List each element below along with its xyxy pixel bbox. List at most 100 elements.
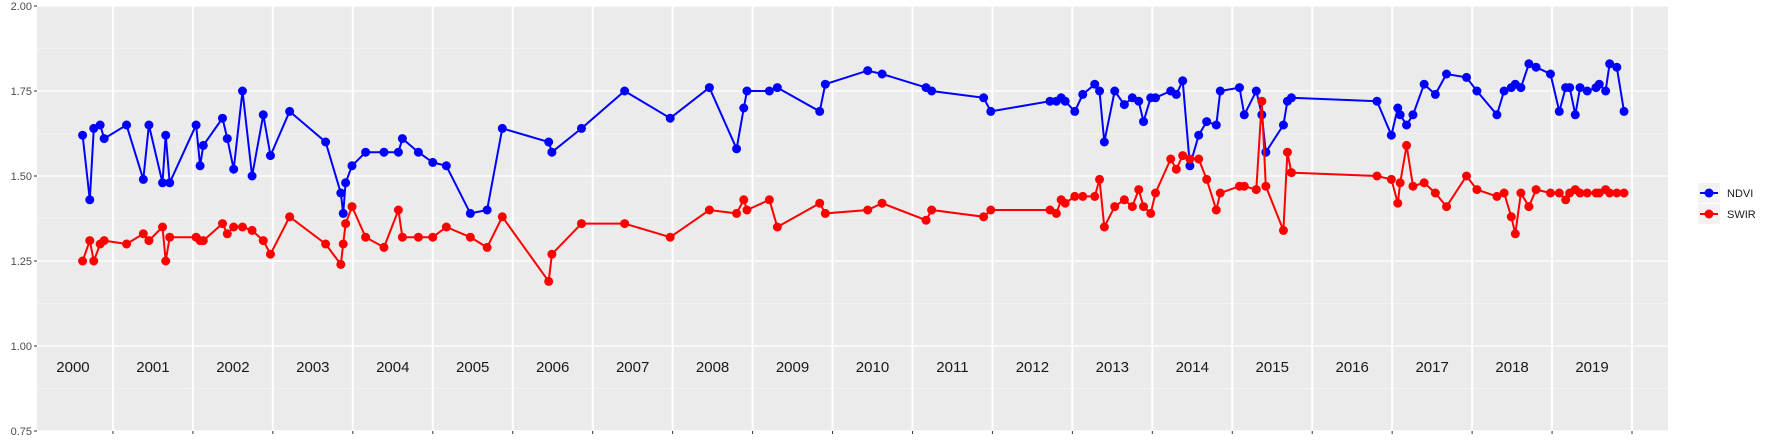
ndvi-point: [1215, 86, 1225, 96]
swir-point: [1499, 188, 1509, 198]
ndvi-point: [1134, 96, 1144, 106]
swir-point: [1185, 154, 1195, 164]
swir-point: [1506, 212, 1516, 222]
swir-point: [397, 232, 407, 242]
swir-point: [739, 195, 749, 205]
ndvi-point: [986, 106, 996, 116]
swir-point: [1151, 188, 1161, 198]
swir-point: [1166, 154, 1176, 164]
ndvi-point: [1185, 161, 1195, 171]
swir-point: [1402, 140, 1412, 150]
ndvi-point: [1095, 86, 1105, 96]
swir-point: [165, 232, 175, 242]
swir-point: [820, 208, 830, 218]
swir-point: [1612, 188, 1622, 198]
y-tick-label: 2.00: [11, 1, 32, 13]
ndvi-point: [1430, 89, 1440, 99]
year-label: 2006: [536, 359, 569, 376]
year-label: 2005: [456, 359, 489, 376]
swir-point: [428, 232, 438, 242]
ndvi-point: [739, 103, 749, 113]
swir-point: [1472, 185, 1482, 195]
swir-point: [1099, 222, 1109, 232]
ndvi-point: [465, 208, 475, 218]
swir-point: [347, 202, 357, 212]
swir-point: [1211, 205, 1221, 215]
ndvi-point: [1408, 110, 1418, 120]
swir-point: [1257, 96, 1267, 106]
year-label: 2009: [776, 359, 809, 376]
swir-point: [1215, 188, 1225, 198]
swir-point: [1070, 191, 1080, 201]
ndvi-point: [1234, 83, 1244, 93]
ndvi-point: [393, 147, 403, 157]
ndvi-point: [441, 161, 451, 171]
ndvi-point: [1419, 79, 1429, 89]
ndvi-point: [704, 83, 714, 93]
swir-point: [1095, 174, 1105, 184]
ndvi-point: [247, 171, 257, 181]
swir-point: [217, 219, 227, 229]
year-label: 2000: [56, 359, 89, 376]
ndvi-point: [341, 178, 351, 188]
legend-label-swir: SWIR: [1727, 209, 1756, 221]
swir-point: [1545, 188, 1555, 198]
swir-point: [85, 236, 95, 246]
ndvi-point: [1524, 59, 1534, 69]
year-label: 2017: [1415, 359, 1448, 376]
y-tick-label: 1.25: [11, 256, 32, 268]
swir-point: [1261, 181, 1271, 191]
ndvi-point: [1531, 62, 1541, 72]
swir-point: [161, 256, 171, 266]
swir-point: [336, 259, 346, 269]
swir-point: [1239, 181, 1249, 191]
ndvi-point: [1139, 117, 1149, 127]
swir-point: [1462, 171, 1472, 181]
ndvi-point: [95, 120, 105, 130]
ndvi-point: [195, 161, 205, 171]
ndvi-point: [1605, 59, 1615, 69]
year-label: 2015: [1256, 359, 1289, 376]
ndvi-point: [158, 178, 168, 188]
ndvi-point: [1395, 110, 1405, 120]
swir-point: [497, 212, 507, 222]
swir-point: [1395, 178, 1405, 188]
ndvi-point: [1402, 120, 1412, 130]
ndvi-point: [1078, 89, 1088, 99]
ndvi-point: [927, 86, 937, 96]
ndvi-point: [198, 140, 208, 150]
swir-point: [138, 229, 148, 239]
ndvi-point: [1601, 86, 1611, 96]
year-label: 2007: [616, 359, 649, 376]
year-label: 2018: [1495, 359, 1528, 376]
year-labels: 2000 2001 2002 2003 2004 2005 2006 2007 2008 2009…: [56, 359, 1608, 376]
swir-point: [99, 236, 109, 246]
swir-point: [1386, 174, 1396, 184]
ndvi-point: [482, 205, 492, 215]
ndvi-point: [1499, 86, 1509, 96]
swir-point: [379, 242, 389, 252]
swir-point: [1202, 174, 1212, 184]
swir-point: [1127, 202, 1137, 212]
ndvi-point: [544, 137, 554, 147]
ndvi-point: [1594, 79, 1604, 89]
ndvi-point: [1090, 79, 1100, 89]
ndvi-point: [428, 157, 438, 167]
ndvi-point: [1372, 96, 1382, 106]
year-label: 2002: [216, 359, 249, 376]
ndvi-point: [321, 137, 331, 147]
swir-point: [1139, 202, 1149, 212]
swir-point: [89, 256, 99, 266]
swir-point: [576, 219, 586, 229]
swir-point: [1531, 185, 1541, 195]
ndvi-point: [815, 106, 825, 116]
swir-point: [1442, 202, 1452, 212]
swir-point: [1119, 195, 1129, 205]
swir-point: [1134, 185, 1144, 195]
swir-point: [544, 276, 554, 286]
swir-point: [1554, 188, 1564, 198]
year-label: 2008: [696, 359, 729, 376]
ndvi-point: [764, 86, 774, 96]
swir-point: [863, 205, 873, 215]
ndvi-point: [1119, 100, 1129, 110]
